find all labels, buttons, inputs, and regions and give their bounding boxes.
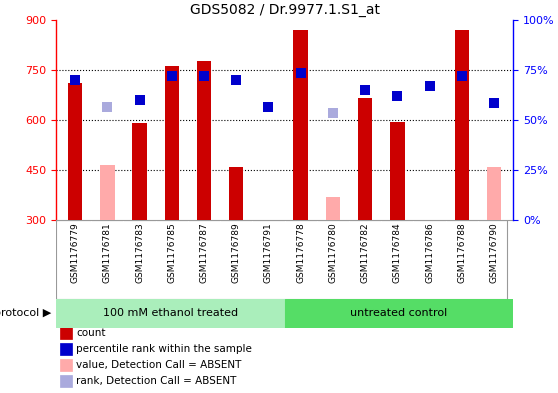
Text: 100 mM ethanol treated: 100 mM ethanol treated — [103, 309, 238, 318]
Bar — [229, 167, 243, 220]
Text: GSM1176786: GSM1176786 — [425, 222, 434, 283]
Bar — [358, 98, 372, 220]
Text: untreated control: untreated control — [350, 309, 448, 318]
Text: rank, Detection Call = ABSENT: rank, Detection Call = ABSENT — [76, 376, 237, 386]
Bar — [294, 30, 308, 220]
Bar — [390, 121, 405, 220]
Text: GSM1176789: GSM1176789 — [232, 222, 240, 283]
Bar — [487, 167, 501, 220]
Text: protocol ▶: protocol ▶ — [0, 309, 51, 318]
Text: percentile rank within the sample: percentile rank within the sample — [76, 344, 252, 354]
Bar — [60, 327, 72, 338]
Text: GSM1176781: GSM1176781 — [103, 222, 112, 283]
Text: GSM1176791: GSM1176791 — [264, 222, 273, 283]
Text: GSM1176780: GSM1176780 — [329, 222, 338, 283]
Bar — [132, 123, 147, 220]
Text: GSM1176788: GSM1176788 — [458, 222, 466, 283]
Bar — [68, 83, 83, 220]
Bar — [165, 66, 179, 220]
Text: GSM1176782: GSM1176782 — [360, 222, 369, 283]
Bar — [455, 30, 469, 220]
Bar — [60, 359, 72, 371]
Bar — [60, 343, 72, 355]
Bar — [326, 196, 340, 220]
Text: GSM1176779: GSM1176779 — [71, 222, 80, 283]
Bar — [56, 299, 285, 328]
Bar — [100, 165, 114, 220]
Text: value, Detection Call = ABSENT: value, Detection Call = ABSENT — [76, 360, 242, 370]
Text: GSM1176790: GSM1176790 — [489, 222, 498, 283]
Title: GDS5082 / Dr.9977.1.S1_at: GDS5082 / Dr.9977.1.S1_at — [190, 3, 379, 17]
Text: GSM1176787: GSM1176787 — [200, 222, 209, 283]
Text: GSM1176785: GSM1176785 — [167, 222, 176, 283]
Text: GSM1176778: GSM1176778 — [296, 222, 305, 283]
Bar — [197, 61, 211, 220]
Bar — [60, 375, 72, 387]
Text: GSM1176784: GSM1176784 — [393, 222, 402, 283]
Bar — [285, 299, 513, 328]
Text: count: count — [76, 328, 106, 338]
Text: GSM1176783: GSM1176783 — [135, 222, 144, 283]
